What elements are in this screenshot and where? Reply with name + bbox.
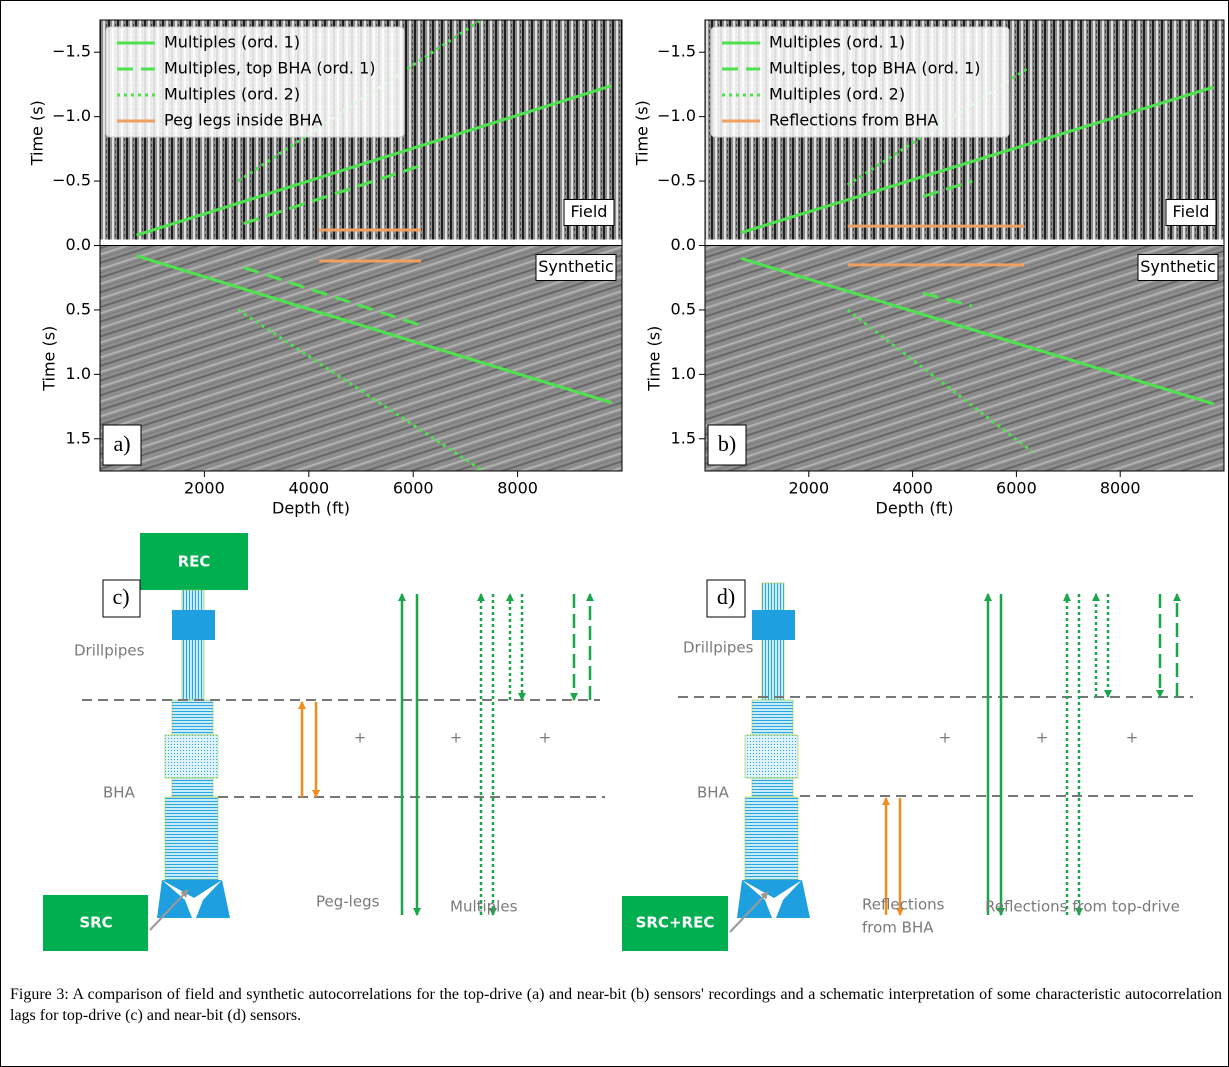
y-tick-label: −1.0 (657, 106, 696, 125)
plus-sign: + (939, 729, 952, 747)
panel-label: b) (718, 431, 736, 456)
bha-part (752, 778, 793, 797)
legend-label: Multiples (ord. 1) (769, 33, 905, 52)
panel-label: c) (112, 584, 129, 609)
legend-label: Multiples, top BHA (ord. 1) (164, 59, 375, 78)
chart-panel: 2000 4000 6000 8000 −1.5 −1.0 −0.5 0.0 0.5 1.0 1.5… (28, 20, 623, 518)
collar (172, 610, 215, 640)
y-axis-label: Time (s) (633, 100, 652, 166)
legend-label: Reflections from BHA (769, 111, 938, 130)
y-tick-label: 0.0 (66, 235, 91, 254)
diagram-texts: REC c) Drillpipes BHA SRC + + + Peg-legs… (74, 553, 1180, 937)
y-axis-label: Time (s) (28, 100, 47, 166)
bha-label: BHA (103, 784, 136, 802)
figure: 2000 4000 6000 8000 −1.5 −1.0 −0.5 0.0 0.5 1.0 1.5… (0, 0, 1229, 1067)
reflections-top-drive-label: Reflections from top-drive (985, 898, 1180, 916)
legend-label: Multiples (ord. 1) (164, 33, 300, 52)
caption: Figure 3: A comparison of field and synt… (10, 984, 1222, 1026)
chart-panel: 2000 4000 6000 8000 −1.5 −1.0 −0.5 0.0 0.5 1.0 1.5… (633, 20, 1225, 518)
figure-svg: 2000 4000 6000 8000 −1.5 −1.0 −0.5 0.0 0.5 1.0 1.5… (0, 0, 1229, 1067)
y-tick-label: 1.0 (671, 364, 696, 383)
plus-sign: + (1036, 729, 1049, 747)
bha-part (172, 700, 213, 735)
y-tick-label: 0.0 (671, 235, 696, 254)
panel-label: d) (717, 584, 735, 609)
legend-label: Multiples (ord. 2) (164, 85, 300, 104)
drillpipes-label: Drillpipes (683, 639, 754, 657)
x-tick-label: 8000 (497, 479, 538, 498)
plus-sign: + (354, 729, 367, 747)
plus-sign: + (450, 729, 463, 747)
bha-part (165, 735, 218, 778)
bha-part (172, 778, 213, 797)
field-tag: Field (571, 202, 608, 221)
rec-label: REC (178, 553, 211, 571)
y-tick-label: 1.5 (66, 428, 91, 447)
y-tick-label: −1.5 (657, 42, 696, 61)
y-tick-label: 1.0 (66, 364, 91, 383)
plus-sign: + (1126, 729, 1139, 747)
bha-part (745, 735, 798, 778)
x-tick-label: 2000 (788, 479, 829, 498)
x-tick-label: 2000 (184, 479, 225, 498)
panel-label: a) (113, 431, 130, 456)
x-axis-label: Depth (ft) (876, 499, 954, 518)
y-tick-label: −0.5 (52, 171, 91, 190)
page: Figure 3 {"chart_data": [ {"type": "line… (0, 0, 1229, 1067)
charts: 2000 4000 6000 8000 −1.5 −1.0 −0.5 0.0 0.5 1.0 1.5… (28, 20, 1225, 518)
x-tick-label: 6000 (393, 479, 434, 498)
bha-part (745, 797, 798, 880)
y-tick-label: 0.5 (66, 299, 91, 318)
collar (752, 610, 795, 640)
field-tag: Field (1173, 202, 1210, 221)
legend-label: Peg legs inside BHA (164, 111, 322, 130)
legend-label: Multiples, top BHA (ord. 1) (769, 59, 980, 78)
legend-label: Multiples (ord. 2) (769, 85, 905, 104)
reflections-bha-label: Reflections (862, 896, 945, 914)
multiples-label: Multiples (450, 898, 518, 916)
bha-part (165, 797, 218, 880)
src-label: SRC (79, 914, 112, 932)
drillpipes-label: Drillpipes (74, 642, 145, 660)
y-tick-label: −1.5 (52, 42, 91, 61)
reflections-bha-label: from BHA (862, 919, 934, 937)
bha-part (752, 700, 793, 735)
x-tick-label: 8000 (1100, 479, 1141, 498)
x-axis-label: Depth (ft) (272, 499, 350, 518)
x-tick-label: 6000 (996, 479, 1037, 498)
src-rec-label: SRC+REC (636, 914, 715, 932)
y-axis-label: Time (s) (40, 326, 59, 392)
drillpipe (182, 590, 204, 700)
plus-sign: + (539, 729, 552, 747)
diagrams (43, 533, 1193, 951)
body: 2000 4000 6000 8000 −1.5 −1.0 −0.5 0.0 0.5 1.0 1.5… (0, 0, 1229, 1067)
synthetic-tag: Synthetic (538, 257, 614, 276)
y-tick-label: 0.5 (671, 299, 696, 318)
x-tick-label: 4000 (288, 479, 329, 498)
bha-label: BHA (697, 784, 730, 802)
peg-legs-label: Peg-legs (316, 893, 380, 911)
synthetic-tag: Synthetic (1140, 257, 1216, 276)
y-axis-label: Time (s) (645, 326, 664, 392)
x-tick-label: 4000 (892, 479, 933, 498)
drillpipe (762, 583, 784, 700)
y-tick-label: −1.0 (52, 106, 91, 125)
y-tick-label: −0.5 (657, 171, 696, 190)
y-tick-label: 1.5 (671, 428, 696, 447)
